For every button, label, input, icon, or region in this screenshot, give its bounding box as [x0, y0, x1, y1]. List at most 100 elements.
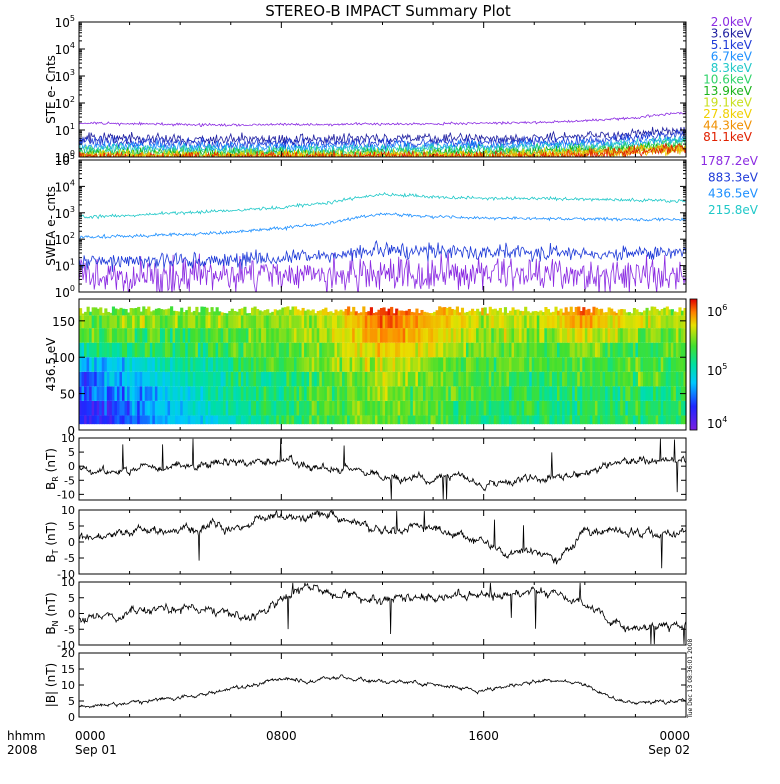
heat-cell: [172, 371, 176, 387]
heat-cell: [149, 357, 153, 372]
heat-cell: [91, 315, 95, 329]
heat-cell: [648, 415, 652, 425]
heat-cell: [228, 357, 232, 372]
heat-cell: [574, 306, 578, 316]
heat-cell: [286, 306, 290, 316]
heat-cell: [278, 357, 282, 372]
heat-cell: [154, 357, 159, 372]
heat-cell: [281, 400, 285, 416]
heat-cell: [175, 328, 179, 343]
heat-cell: [574, 342, 578, 358]
heat-cell: [205, 307, 209, 316]
heat-cell: [428, 371, 432, 387]
heat-cell: [415, 400, 419, 416]
heat-cell: [506, 415, 510, 425]
heat-cell: [149, 315, 153, 329]
heat-cell: [195, 400, 199, 416]
heat-cell: [516, 328, 520, 343]
heat-cell: [600, 328, 604, 343]
heat-cell: [374, 357, 379, 372]
heat-cell: [630, 371, 634, 387]
heat-cell: [283, 400, 287, 416]
heat-cell: [119, 371, 123, 387]
heat-cell: [248, 386, 252, 401]
heat-cell: [245, 328, 250, 343]
heat-cell: [648, 371, 652, 387]
heat-cell: [491, 357, 495, 372]
heat-cell: [154, 328, 159, 343]
heat-cell: [584, 357, 588, 372]
heat-cell: [379, 386, 384, 401]
heat-cell: [511, 371, 515, 387]
heat-cell: [562, 342, 566, 358]
heat-cell: [159, 386, 164, 401]
heat-cell: [261, 415, 265, 425]
heat-cell: [137, 415, 141, 425]
heat-cell: [412, 415, 416, 425]
heat-cell: [415, 415, 419, 425]
heat-cell: [162, 315, 166, 329]
heat-cell: [268, 400, 272, 416]
heat-cell: [187, 386, 191, 401]
heat-cell: [458, 400, 462, 416]
heat-cell: [455, 415, 459, 425]
heat-cell: [428, 386, 432, 401]
heat-cell: [170, 386, 174, 401]
heat-cell: [167, 308, 171, 316]
heat-cell: [304, 328, 308, 343]
heat-cell: [607, 386, 611, 401]
heat-cell: [627, 415, 631, 425]
heat-cell: [81, 357, 85, 372]
heat-cell: [539, 357, 543, 372]
legend-entry-10.6keV: 10.6keV: [703, 73, 753, 87]
heat-cell: [127, 357, 131, 372]
heat-cell: [228, 400, 232, 416]
heat-cell: [392, 400, 396, 416]
heat-cell: [491, 386, 495, 401]
heat-cell: [387, 342, 391, 358]
heat-cell: [192, 400, 196, 416]
heat-cell: [180, 315, 184, 329]
heat-cell: [195, 342, 199, 358]
heat-cell: [453, 415, 457, 425]
heat-cell: [554, 400, 558, 416]
heat-cell: [111, 342, 116, 358]
heat-cell: [412, 357, 416, 372]
heat-cell: [658, 415, 662, 425]
heat-cell: [321, 386, 325, 401]
legend-entry-3.6keV: 3.6keV: [711, 27, 753, 41]
y-tick-label: 20: [61, 647, 75, 660]
heat-cell: [291, 371, 295, 387]
heat-cell: [127, 400, 131, 416]
heat-cell: [625, 312, 629, 316]
heat-cell: [228, 386, 232, 401]
heat-cell: [273, 371, 277, 387]
heat-cell: [567, 400, 571, 416]
heat-cell: [612, 357, 616, 372]
heat-cell: [172, 310, 176, 316]
heat-cell: [132, 400, 136, 416]
heat-cell: [557, 342, 561, 358]
heat-cell: [622, 371, 626, 387]
heat-cell: [610, 328, 614, 343]
y-tick-label: 10: [61, 432, 75, 445]
heat-cell: [243, 342, 247, 358]
heat-cell: [301, 415, 305, 425]
heat-cell: [362, 386, 366, 401]
heat-cell: [200, 386, 204, 401]
heat-cell: [175, 386, 179, 401]
heat-cell: [503, 400, 508, 416]
heat-cell: [448, 342, 452, 358]
heat-cell: [228, 371, 232, 387]
heat-cell: [433, 311, 437, 316]
heat-cell: [541, 415, 545, 425]
heat-cell: [473, 386, 477, 401]
heat-cell: [438, 357, 442, 372]
heat-cell: [314, 371, 318, 387]
heat-cell: [195, 386, 199, 401]
heat-cell: [617, 386, 621, 401]
heat-cell: [210, 328, 214, 343]
heat-cell: [299, 386, 303, 401]
heat-cell: [521, 386, 525, 401]
heat-cell: [506, 400, 510, 416]
